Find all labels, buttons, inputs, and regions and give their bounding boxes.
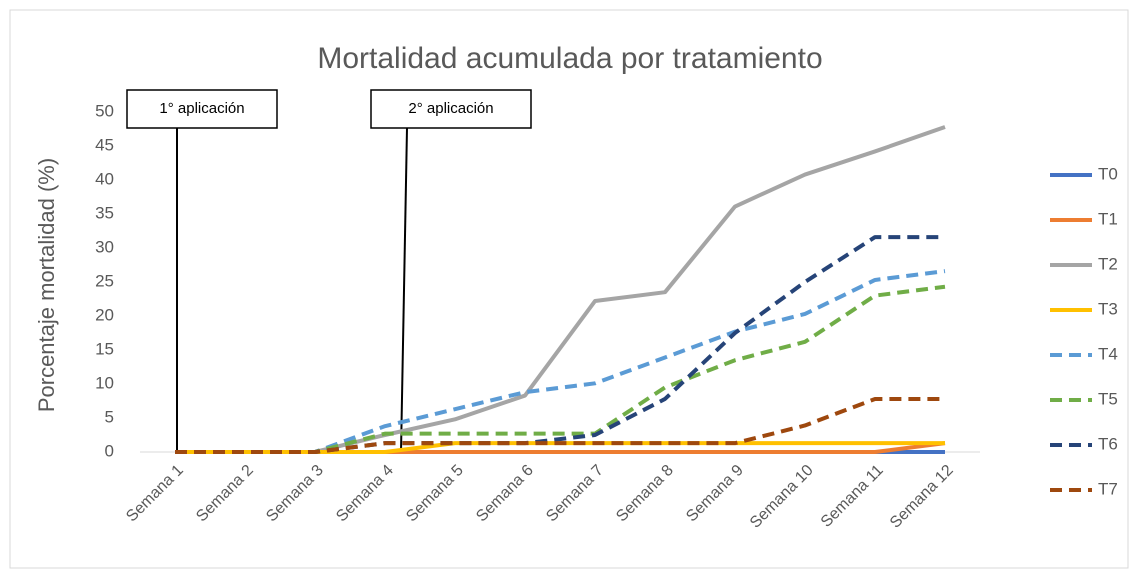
y-tick-label: 50 bbox=[95, 101, 114, 120]
y-tick-label: 45 bbox=[95, 135, 114, 154]
legend-label: T2 bbox=[1098, 254, 1118, 273]
y-tick-label: 0 bbox=[105, 441, 114, 460]
annotation-text: 2° aplicación bbox=[408, 100, 493, 117]
annotation-box bbox=[126, 89, 278, 129]
legend-label: T3 bbox=[1098, 299, 1118, 318]
y-tick-label: 10 bbox=[95, 373, 114, 392]
series-line bbox=[175, 235, 945, 454]
legend-label: T6 bbox=[1098, 434, 1118, 453]
series-line bbox=[175, 284, 946, 454]
y-tick-label: 40 bbox=[95, 169, 114, 188]
y-tick-label: 25 bbox=[95, 271, 114, 290]
y-tick-label: 5 bbox=[105, 407, 114, 426]
y-axis-label: Porcentaje mortalidad (%) bbox=[34, 158, 59, 412]
y-tick-label: 35 bbox=[95, 203, 114, 222]
legend-label: T7 bbox=[1098, 479, 1118, 498]
chart-title: Mortalidad acumulada por tratamiento bbox=[317, 42, 822, 75]
y-tick-label: 15 bbox=[95, 339, 114, 358]
annotation-box bbox=[370, 89, 532, 129]
annotation-line bbox=[400, 127, 408, 453]
annotation-text: 1° aplicación bbox=[159, 100, 244, 117]
series-line bbox=[175, 396, 945, 454]
legend-label: T5 bbox=[1098, 389, 1118, 408]
y-tick-label: 30 bbox=[95, 237, 114, 256]
y-tick-label: 20 bbox=[95, 305, 114, 324]
legend-label: T0 bbox=[1098, 164, 1118, 183]
legend-label: T4 bbox=[1098, 344, 1118, 363]
legend-label: T1 bbox=[1098, 209, 1118, 228]
